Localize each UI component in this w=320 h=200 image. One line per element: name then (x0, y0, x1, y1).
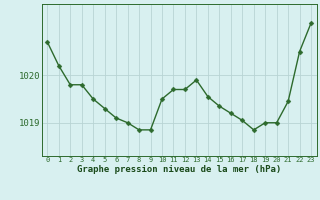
X-axis label: Graphe pression niveau de la mer (hPa): Graphe pression niveau de la mer (hPa) (77, 165, 281, 174)
